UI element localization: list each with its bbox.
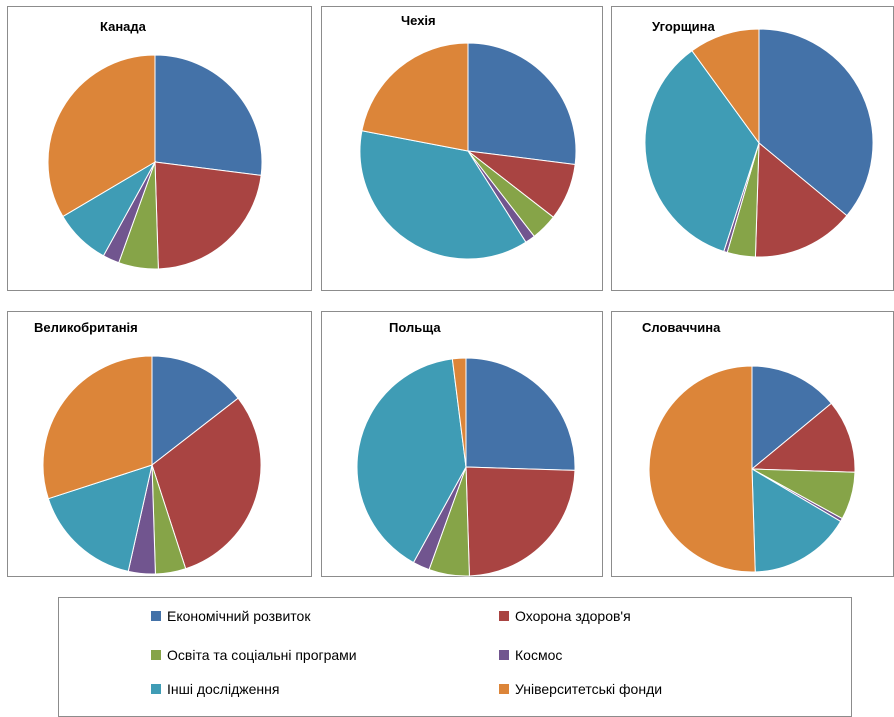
pie-slice-university-funds xyxy=(361,42,469,152)
legend-label: Космос xyxy=(515,647,563,663)
pie-slice-other-research xyxy=(359,130,527,260)
pie-chart xyxy=(648,365,856,573)
pie-slice-economic xyxy=(154,54,263,176)
pie-chart-panel: Словаччина xyxy=(611,311,894,577)
pie-slice-other-research xyxy=(751,468,842,573)
pie-chart xyxy=(359,42,577,260)
legend-swatch-space xyxy=(499,650,509,660)
legend-item: Університетські фонди xyxy=(499,681,662,697)
pie-slice-health xyxy=(750,402,856,473)
pie-slice-university-funds xyxy=(47,54,156,218)
chart-title: Великобританія xyxy=(34,320,138,335)
legend-label: Охорона здоров'я xyxy=(515,608,631,624)
pie-chart-panel: Великобританія xyxy=(7,311,312,577)
pie-chart-panel: Канада xyxy=(7,6,312,291)
legend-swatch-health xyxy=(499,611,509,621)
chart-title: Польща xyxy=(389,320,441,335)
pie-slice-university-funds xyxy=(451,357,467,468)
pie-slice-other-research xyxy=(644,50,760,253)
legend-label: Інші дослідження xyxy=(167,681,280,697)
chart-legend: Економічний розвиток Охорона здоров'я Ос… xyxy=(58,597,852,717)
pie-slice-economic xyxy=(151,355,239,467)
pie-slice-health xyxy=(151,397,262,570)
pie-slice-university-funds xyxy=(648,365,756,573)
pie-chart-panel: Угорщина xyxy=(611,6,894,291)
pie-slice-economic xyxy=(758,28,874,217)
legend-swatch-university-funds xyxy=(499,684,509,694)
legend-swatch-economic xyxy=(151,611,161,621)
legend-label: Університетські фонди xyxy=(515,681,663,697)
pie-chart xyxy=(42,355,262,575)
pie-slice-university-funds xyxy=(42,355,153,500)
pie-slice-university-funds xyxy=(691,28,760,145)
legend-item: Інші дослідження xyxy=(151,681,279,697)
legend-label: Освіта та соціальні програми xyxy=(167,647,357,663)
pie-chart xyxy=(47,54,263,270)
pie-slice-health xyxy=(754,141,848,258)
chart-title: Словаччина xyxy=(642,320,721,335)
pie-slice-economic xyxy=(465,357,576,471)
pie-chart xyxy=(644,28,874,258)
legend-swatch-education xyxy=(151,650,161,660)
pie-chart xyxy=(356,357,576,577)
pie-slice-other-research xyxy=(47,464,153,572)
legend-item: Економічний розвиток xyxy=(151,608,310,624)
pie-slice-economic xyxy=(467,42,577,166)
chart-title: Канада xyxy=(100,19,146,34)
legend-swatch-other-research xyxy=(151,684,161,694)
pie-slice-other-research xyxy=(356,358,467,564)
legend-item: Охорона здоров'я xyxy=(499,608,631,624)
chart-title: Чехія xyxy=(401,13,436,28)
pie-chart-panel: Чехія xyxy=(321,6,603,291)
chart-title: Угорщина xyxy=(652,19,715,34)
legend-label: Економічний розвиток xyxy=(167,608,311,624)
legend-item: Космос xyxy=(499,647,562,663)
pie-chart-panel: Польща xyxy=(321,311,603,577)
legend-item: Освіта та соціальні програми xyxy=(151,647,357,663)
pie-slice-health xyxy=(465,466,576,577)
pie-slice-health xyxy=(154,161,262,270)
pie-slice-economic xyxy=(751,365,833,471)
